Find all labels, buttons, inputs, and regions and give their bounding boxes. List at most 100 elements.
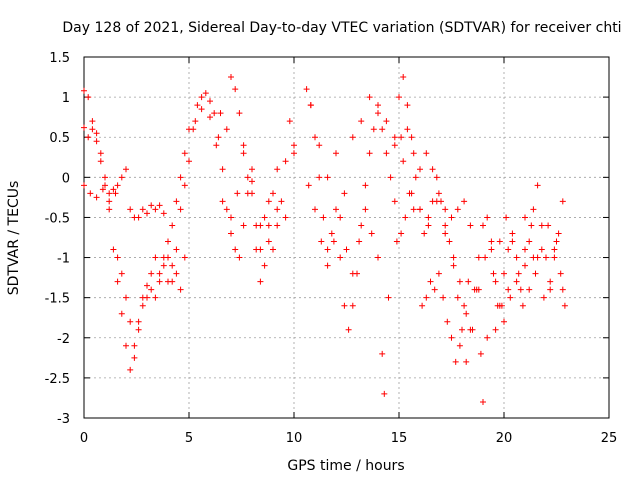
- plot-frame: [83, 56, 610, 419]
- data-point: [81, 87, 87, 94]
- data-point: [522, 246, 528, 253]
- data-point: [217, 110, 224, 117]
- data-point: [427, 278, 434, 285]
- data-point: [324, 246, 331, 253]
- data-point: [530, 206, 537, 213]
- data-point: [160, 262, 167, 269]
- data-point: [526, 238, 533, 245]
- data-point: [211, 110, 218, 117]
- data-point: [232, 86, 239, 93]
- data-point: [156, 202, 163, 209]
- data-point: [417, 166, 423, 173]
- data-point: [412, 174, 419, 181]
- data-point: [202, 90, 209, 97]
- data-point: [144, 210, 150, 217]
- data-point: [307, 102, 314, 109]
- data-point: [345, 326, 352, 333]
- data-point: [148, 270, 155, 277]
- x-tick-label: 20: [496, 431, 513, 446]
- data-point: [173, 270, 180, 277]
- data-point: [261, 214, 268, 221]
- data-point: [89, 118, 96, 125]
- data-point: [257, 278, 264, 285]
- data-point: [538, 222, 545, 229]
- data-point: [391, 134, 398, 141]
- data-point: [433, 198, 440, 205]
- data-point: [408, 134, 415, 141]
- data-point: [343, 246, 350, 253]
- data-point: [127, 206, 134, 213]
- data-point: [110, 186, 117, 193]
- data-point: [387, 174, 394, 181]
- data-point: [423, 150, 430, 157]
- data-point: [219, 166, 226, 173]
- data-point: [291, 142, 297, 149]
- data-point: [135, 214, 142, 221]
- y-tick-label: -0.5: [45, 211, 70, 226]
- series-trace-b: [81, 124, 188, 293]
- data-point: [135, 318, 142, 325]
- y-tick-label: -1: [57, 252, 70, 267]
- data-point: [139, 302, 146, 309]
- data-point: [156, 278, 163, 285]
- data-point: [114, 254, 121, 261]
- data-point: [522, 214, 528, 221]
- y-tick-label: -3: [57, 412, 70, 427]
- data-point: [123, 294, 129, 301]
- data-point: [450, 254, 457, 261]
- data-point: [398, 230, 405, 237]
- data-point: [530, 254, 537, 261]
- data-point: [97, 150, 104, 157]
- data-point: [444, 318, 451, 325]
- data-point: [404, 126, 411, 133]
- data-point: [223, 126, 230, 133]
- data-point: [442, 222, 449, 229]
- data-point: [366, 94, 373, 101]
- data-point: [515, 270, 522, 277]
- data-point: [236, 254, 243, 261]
- data-point: [391, 142, 398, 149]
- data-point: [543, 254, 549, 261]
- data-point: [123, 342, 129, 349]
- y-tick-label: 0.5: [49, 131, 70, 146]
- axis-ticks: 0 5 10 15 20 25 -3 -2.5 -2 -1.5 -1 -0.5 0 0.5 1 1.5: [45, 51, 618, 446]
- y-tick-label: -2: [57, 332, 70, 347]
- data-point: [429, 166, 436, 173]
- data-point: [498, 302, 505, 309]
- data-point: [186, 126, 192, 133]
- data-point: [513, 254, 520, 261]
- series-trace-d: [217, 74, 281, 253]
- data-point: [148, 286, 155, 293]
- data-point: [509, 238, 516, 245]
- data-point: [505, 286, 512, 293]
- data-point: [330, 238, 337, 245]
- data-point: [448, 334, 455, 341]
- data-point: [181, 254, 188, 261]
- series-trace-c: [81, 106, 297, 349]
- data-point: [356, 238, 363, 245]
- data-point: [526, 286, 533, 293]
- data-point: [461, 198, 468, 205]
- data-point: [106, 206, 113, 213]
- data-point: [557, 270, 564, 277]
- data-point: [545, 222, 552, 229]
- series-trace-h: [393, 190, 537, 365]
- data-point: [106, 198, 113, 205]
- data-point: [228, 74, 234, 81]
- data-point: [215, 134, 222, 141]
- data-point: [465, 278, 472, 285]
- y-tick-label: -2.5: [45, 372, 70, 387]
- data-point: [496, 238, 503, 245]
- data-point: [400, 158, 407, 165]
- data-point: [368, 230, 375, 237]
- data-point: [93, 130, 100, 137]
- data-point: [467, 222, 474, 229]
- data-point: [144, 282, 150, 289]
- data-point: [85, 94, 92, 101]
- data-point: [291, 150, 297, 157]
- data-point: [379, 350, 386, 357]
- data-point: [442, 230, 449, 237]
- data-point: [152, 254, 159, 261]
- data-point: [320, 214, 327, 221]
